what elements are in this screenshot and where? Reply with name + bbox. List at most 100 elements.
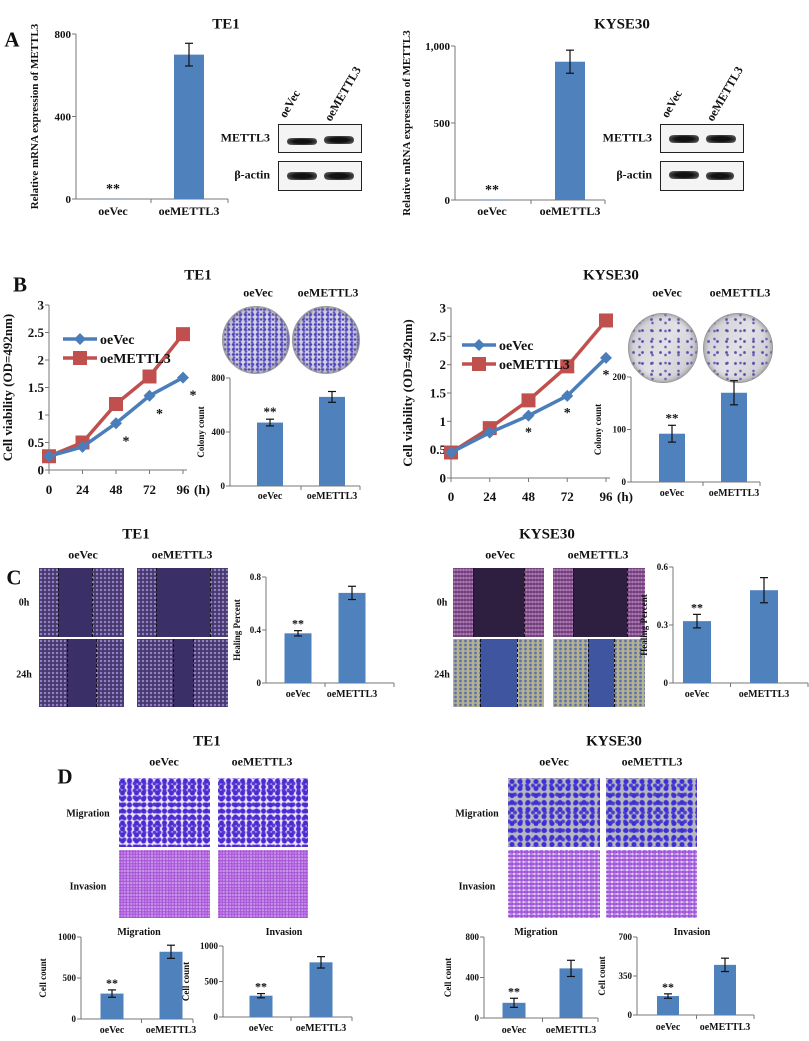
- legend-marker: [473, 339, 485, 351]
- bar-oeMETTL3: [721, 392, 747, 482]
- data-point-oeVec: [445, 446, 457, 459]
- panel-a-kyse30-title: KYSE30: [594, 16, 650, 33]
- data-point-oeVec: [561, 389, 574, 402]
- y-tick-label: 3: [440, 301, 447, 316]
- y-tick-label: 0: [475, 1013, 480, 1023]
- wound-healing-image: [39, 568, 124, 637]
- row-label: 24h: [434, 669, 450, 681]
- column-label: oeVec: [149, 754, 179, 769]
- x-tick-label: oeVec: [656, 1022, 681, 1033]
- column-label: oeMETTL3: [151, 547, 213, 562]
- bar-oeVec: [502, 1002, 526, 1018]
- y-tick-label: 0: [445, 195, 451, 207]
- y-tick-label: 800: [466, 932, 480, 942]
- x-tick-label: 0: [46, 482, 53, 497]
- panel-letter-c: C: [6, 565, 22, 590]
- row-label: Migration: [455, 808, 499, 820]
- wound-healing-image: [553, 568, 645, 637]
- plate-label: oeVec: [652, 285, 682, 300]
- row-label: Invasion: [458, 881, 496, 893]
- y-tick-label: 1000: [58, 932, 77, 942]
- y-tick-label: 500: [205, 977, 219, 987]
- bar-oeVec: [98, 198, 128, 200]
- x-tick-label: 96: [600, 489, 614, 504]
- wound-healing-image: [137, 639, 228, 707]
- significance-marker: **: [662, 980, 674, 994]
- transwell-migration-image: [606, 778, 697, 847]
- transwell-migration-image: [218, 778, 308, 847]
- bar-oeMETTL3: [559, 968, 583, 1018]
- western-blot-mettl3: [660, 124, 744, 153]
- y-tick-label: 400: [212, 427, 226, 437]
- y-axis-label: Cell count: [443, 958, 453, 997]
- y-tick-label: 2.5: [430, 329, 447, 344]
- x-tick-label: 48: [110, 482, 124, 497]
- legend-label: oeMETTL3: [100, 352, 171, 367]
- x-tick-label: oeVec: [502, 1025, 527, 1036]
- western-blot-beta-actin: [660, 161, 744, 191]
- y-tick-label: 500: [434, 118, 451, 130]
- significance-marker: **: [106, 182, 120, 197]
- bar-oeMETTL3: [174, 54, 204, 199]
- y-axis-label: Cell viability (OD=492nm): [0, 314, 15, 462]
- significance-marker: **: [666, 410, 679, 425]
- y-tick-label: 0.6: [657, 562, 669, 572]
- bar-oeMETTL3: [159, 951, 183, 1019]
- panel-d-kyse30-title: KYSE30: [586, 733, 642, 750]
- significance-marker: **: [292, 617, 304, 631]
- x-tick-label: oeVec: [685, 689, 710, 700]
- legend-marker: [472, 357, 486, 371]
- colony-plate-image: [222, 306, 290, 374]
- y-axis-label: Cell viability (OD=492nm): [400, 319, 415, 467]
- bar-oeMETTL3: [714, 964, 736, 1015]
- x-tick-label: 72: [561, 489, 574, 504]
- y-tick-label: 0.5: [28, 435, 45, 450]
- legend-marker: [74, 333, 86, 345]
- x-tick-label: oeMETTL3: [700, 1022, 751, 1033]
- y-tick-label: 800: [212, 373, 226, 383]
- y-tick-label: 350: [619, 971, 633, 981]
- bar-oeVec: [477, 199, 507, 201]
- bar-oeVec: [249, 995, 273, 1017]
- x-tick-label: oeMETTL3: [327, 689, 378, 700]
- x-tick-label: oeMETTL3: [146, 1025, 197, 1036]
- blot-row-label: METTL3: [220, 130, 270, 145]
- y-tick-label: 0: [628, 1010, 633, 1020]
- significance-marker: *: [525, 426, 532, 441]
- y-tick-label: 400: [466, 973, 480, 983]
- significance-marker: **: [508, 984, 520, 998]
- panel-a-te1-title: TE1: [212, 16, 240, 33]
- panel-letter-b: B: [12, 272, 28, 297]
- y-tick-label: 1000: [200, 941, 219, 951]
- y-tick-label: 500: [63, 973, 77, 983]
- y-axis-label: Healing Percent: [232, 599, 242, 661]
- blot-row-label: β-actin: [234, 167, 270, 182]
- data-point-oeMETTL3: [599, 313, 613, 328]
- panel-letter-a: A: [4, 27, 20, 52]
- legend-label: oeVec: [100, 333, 134, 348]
- data-point-oeVec: [177, 371, 189, 384]
- y-tick-label: 0: [66, 194, 72, 206]
- chart-title: Migration: [117, 927, 161, 938]
- x-tick-label: oeVec: [660, 488, 685, 499]
- plate-label: oeVec: [243, 285, 273, 300]
- y-tick-label: 2: [38, 353, 45, 368]
- y-tick-label: 0: [214, 1012, 219, 1022]
- panel-c-te1-title: TE1: [122, 526, 150, 543]
- significance-marker: *: [564, 406, 571, 421]
- y-axis-label: Healing Percent: [639, 594, 649, 656]
- y-tick-label: 2.5: [28, 325, 45, 340]
- y-tick-label: 0.3: [657, 620, 669, 630]
- data-point-oeMETTL3: [142, 369, 157, 384]
- panel-b-te1-title: TE1: [184, 267, 212, 284]
- y-tick-label: 200: [613, 372, 627, 382]
- colony-plate-image: [292, 306, 360, 374]
- y-tick-label: 100: [613, 425, 627, 435]
- plate-label: oeMETTL3: [709, 285, 771, 300]
- x-tick-label: 48: [522, 489, 536, 504]
- data-point-oeVec: [76, 440, 89, 453]
- x-tick-label: oeMETTL3: [739, 689, 790, 700]
- y-tick-label: 2: [440, 357, 447, 372]
- x-axis-unit: (h): [617, 489, 633, 504]
